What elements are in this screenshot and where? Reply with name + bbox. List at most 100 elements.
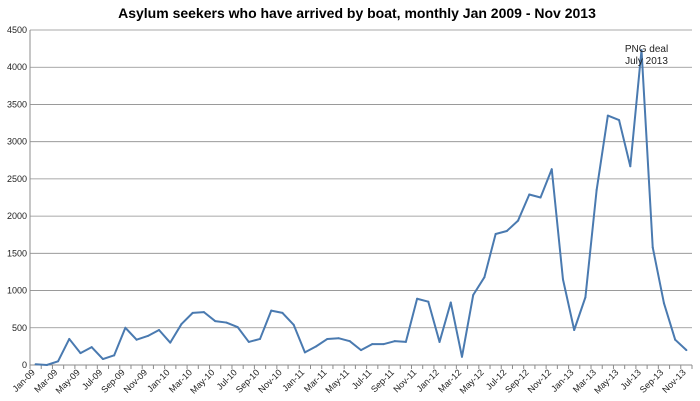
x-tick-label: Nov-10 [256, 367, 284, 395]
data-point [629, 165, 632, 168]
data-point [68, 337, 71, 340]
data-point [550, 168, 553, 171]
y-tick-label: 1000 [7, 286, 27, 296]
data-point [584, 296, 587, 299]
x-tick-label: Nov-11 [391, 367, 418, 394]
x-tick-label: Jan-10 [145, 367, 172, 394]
y-tick-label: 1500 [7, 248, 27, 258]
x-tick-label: May-12 [458, 367, 486, 395]
y-tick-label: 4500 [7, 25, 27, 35]
data-point [595, 189, 598, 192]
data-point [90, 346, 93, 349]
data-point [505, 230, 508, 232]
data-point [494, 232, 497, 235]
data-point [427, 300, 430, 303]
series [34, 49, 688, 366]
x-tick-label: May-11 [323, 367, 351, 395]
data-point [146, 334, 149, 337]
y-tick-label: 2000 [7, 211, 27, 221]
x-tick-label: May-10 [188, 367, 216, 395]
data-point [460, 355, 463, 358]
chart-title: Asylum seekers who have arrived by boat,… [118, 5, 596, 21]
data-point [539, 196, 542, 199]
data-point [169, 341, 172, 344]
y-tick-label: 500 [12, 323, 27, 333]
y-tick-label: 3500 [7, 99, 27, 109]
data-point [281, 311, 284, 314]
x-tick-label: Nov-12 [526, 367, 554, 395]
axes [29, 30, 693, 369]
data-point [561, 278, 564, 281]
data-point [101, 358, 104, 361]
x-tick-label: Sep-10 [234, 367, 262, 395]
data-point [449, 301, 452, 304]
x-tick-label: Jan-12 [414, 367, 441, 394]
data-point [292, 323, 295, 326]
x-tick-label: Sep-13 [638, 367, 666, 395]
data-point [528, 193, 531, 196]
x-tick-label: May-09 [54, 367, 82, 395]
gridlines [30, 29, 692, 329]
data-point [34, 363, 37, 366]
data-point [135, 338, 138, 341]
data-point [651, 246, 654, 249]
data-point [618, 119, 621, 122]
x-tick-label: Nov-09 [122, 367, 150, 395]
x-tick-label: Sep-09 [99, 367, 127, 395]
data-point [472, 294, 475, 297]
y-tick-label: 3000 [7, 137, 27, 147]
data-point [57, 360, 60, 363]
x-tick-label: Jan-09 [10, 367, 37, 394]
x-tick-label: Jan-11 [280, 367, 306, 393]
data-point [416, 297, 419, 300]
y-tick-label: 0 [22, 360, 27, 370]
data-point [270, 309, 273, 312]
data-point [180, 323, 183, 326]
data-point [191, 311, 194, 314]
data-point [606, 114, 609, 117]
x-tick-label: May-13 [592, 367, 620, 395]
data-point [124, 326, 127, 329]
data-point [158, 329, 161, 332]
x-tick-label: Nov-13 [660, 367, 688, 395]
data-point [259, 337, 262, 340]
x-tick-label: Sep-12 [503, 367, 531, 395]
annotation-line: July 2013 [625, 56, 668, 67]
data-point [371, 343, 374, 346]
data-point [225, 321, 228, 324]
data-point [517, 219, 520, 222]
y-tick-label: 2500 [7, 174, 27, 184]
data-point [337, 337, 340, 340]
annotation-line: PNG deal [625, 44, 668, 55]
data-point [45, 364, 48, 366]
x-tick-labels: Jan-09Mar-09May-09Jul-09Sep-09Nov-09Jan-… [10, 367, 687, 395]
data-point [113, 354, 116, 357]
data-point [685, 349, 688, 352]
data-point [404, 340, 407, 343]
data-point [662, 302, 665, 305]
data-point [674, 338, 677, 341]
data-point [483, 276, 486, 279]
y-tick-labels: 0 500 1000 1500 2000 2500 3000 3500 4000 4500 [7, 25, 27, 370]
y-tick-label: 4000 [7, 62, 27, 72]
data-point [640, 49, 643, 52]
data-point [573, 329, 576, 332]
data-point [438, 340, 441, 343]
data-point [393, 340, 396, 343]
x-tick-label: Sep-11 [369, 367, 396, 394]
data-point [79, 352, 82, 355]
data-point [247, 340, 250, 343]
data-point [202, 311, 205, 314]
data-point [360, 349, 362, 352]
data-point [214, 320, 217, 323]
series-line [35, 49, 688, 366]
data-point [236, 326, 239, 329]
x-tick-label: Jan-13 [549, 367, 576, 394]
data-point [326, 337, 329, 340]
data-point [348, 340, 351, 343]
data-point [382, 343, 385, 346]
data-point [315, 345, 318, 348]
